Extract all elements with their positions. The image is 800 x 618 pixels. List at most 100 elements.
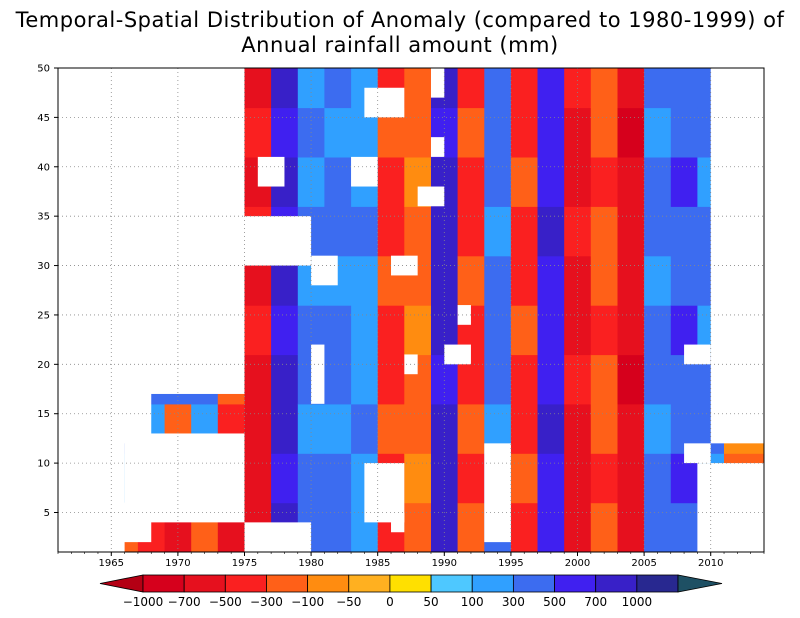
heatmap-cell xyxy=(377,305,405,356)
heatmap-cell xyxy=(510,255,539,306)
colorbar-segment xyxy=(595,574,638,593)
x-tick-label: 1985 xyxy=(365,558,390,569)
y-tick-label: 20 xyxy=(37,360,50,371)
chart-subtitle: Annual rainfall amount (mm) xyxy=(241,33,559,57)
colorbar-high-extend xyxy=(677,574,723,593)
y-tick-label: 40 xyxy=(37,162,50,173)
heatmap-cell xyxy=(590,403,618,454)
heatmap-cell xyxy=(297,453,325,504)
colorbar-segment xyxy=(183,574,226,593)
missing-data-block xyxy=(311,344,325,404)
heatmap-cell xyxy=(564,502,592,552)
y-tick-label: 30 xyxy=(37,261,50,272)
missing-data-block xyxy=(351,156,378,187)
x-tick-label: 1965 xyxy=(99,558,124,569)
heatmap-cell xyxy=(404,68,432,109)
x-axis-ticks: 1965 1970 1975 1980 1985 1990 1995 2000 2005 2010 xyxy=(57,552,765,569)
colorbar-segment xyxy=(142,574,185,593)
heatmap-cell xyxy=(644,156,672,207)
y-axis-ticks: 5 10 15 20 25 30 35 40 45 50 xyxy=(37,64,58,519)
heatmap-cell xyxy=(510,453,539,504)
heatmap-cell xyxy=(431,206,459,257)
colorbar-segment xyxy=(224,574,267,593)
colorbar-level-label: 0 xyxy=(386,595,394,609)
heatmap-cell xyxy=(457,107,485,158)
heatmap-cell xyxy=(617,156,645,207)
colorbar-level-label: −300 xyxy=(250,595,283,609)
heatmap-cell xyxy=(617,502,645,552)
heatmap-cell xyxy=(484,206,512,257)
heatmap-cell xyxy=(431,502,459,552)
missing-data-block xyxy=(311,255,338,286)
heatmap-cell xyxy=(644,107,672,158)
heatmap-cell xyxy=(244,403,272,454)
heatmap-cell xyxy=(457,502,485,552)
heatmap-cell xyxy=(404,453,432,504)
heatmap-cell xyxy=(351,305,379,356)
missing-data-block xyxy=(457,305,471,325)
heatmap-cell xyxy=(324,305,352,356)
heatmap-cell xyxy=(457,156,485,207)
colorbar-level-label: 100 xyxy=(461,595,484,609)
x-tick-label: 2000 xyxy=(565,558,590,569)
missing-data-block xyxy=(244,522,312,552)
missing-data-block xyxy=(391,255,418,276)
heatmap-cell xyxy=(324,354,352,405)
heatmap-cell xyxy=(510,403,539,454)
heatmap-cell xyxy=(644,255,672,306)
colorbar-level-label: 300 xyxy=(502,595,525,609)
heatmap-cell xyxy=(537,403,565,454)
heatmap-cell xyxy=(377,354,405,405)
missing-data-block xyxy=(684,443,711,464)
heatmap-cell xyxy=(324,453,352,504)
heatmap-cell xyxy=(457,453,485,504)
colorbar-low-extend xyxy=(99,574,144,593)
heatmap-cell xyxy=(431,453,459,504)
heatmap-cell xyxy=(617,206,645,257)
missing-data-block xyxy=(364,87,405,118)
heatmap-cell xyxy=(537,502,565,552)
colorbar-level-label: −1000 xyxy=(123,595,164,609)
heatmap-cell xyxy=(537,354,565,405)
heatmap-cell xyxy=(670,206,698,257)
missing-data-block xyxy=(444,344,471,365)
heatmap-cell xyxy=(590,156,618,207)
missing-data-layer xyxy=(58,68,764,552)
chart-title: Temporal-Spatial Distribution of Anomaly… xyxy=(15,8,785,32)
heatmap-cell xyxy=(404,305,432,356)
plot-frame xyxy=(57,67,765,553)
y-tick-label: 15 xyxy=(37,409,50,420)
heatmap-cell xyxy=(670,502,698,552)
heatmap-cell xyxy=(351,403,379,454)
colorbar-level-label: −100 xyxy=(291,595,324,609)
heatmap-cell xyxy=(590,255,618,306)
heatmap-cell xyxy=(564,156,592,207)
heatmap-cell xyxy=(324,502,352,552)
heatmap-cell xyxy=(590,305,618,356)
heatmap-cell xyxy=(537,156,565,207)
heatmap-cell xyxy=(297,156,325,207)
heatmap-cell xyxy=(644,354,672,405)
y-tick-label: 50 xyxy=(37,64,50,75)
colorbar-legend: −1000 −700 −500 −300 −100 −50 0 50 100 300 500 700 1… xyxy=(99,574,723,609)
heatmap-cell xyxy=(644,453,672,504)
heatmap-cell xyxy=(617,453,645,504)
heatmap-cell xyxy=(590,354,618,405)
heatmap-cell xyxy=(351,354,379,405)
colorbar-level-label: −50 xyxy=(336,595,361,609)
heatmap-cell xyxy=(617,305,645,356)
heatmap-cell xyxy=(244,107,272,158)
y-tick-label: 35 xyxy=(37,212,50,223)
heatmap-cell xyxy=(617,354,645,405)
missing-data-block xyxy=(391,512,405,533)
y-tick-label: 45 xyxy=(37,113,50,124)
heatmap-cell xyxy=(271,107,299,158)
missing-data-block xyxy=(257,156,285,187)
colorbar-segment xyxy=(636,574,679,593)
heatmap-cell xyxy=(670,156,698,207)
heatmap-cell xyxy=(510,354,539,405)
heatmap-cell xyxy=(484,354,512,405)
heatmap-cell xyxy=(644,68,672,109)
missing-data-block xyxy=(430,68,445,98)
heatmap-cell xyxy=(404,206,432,257)
